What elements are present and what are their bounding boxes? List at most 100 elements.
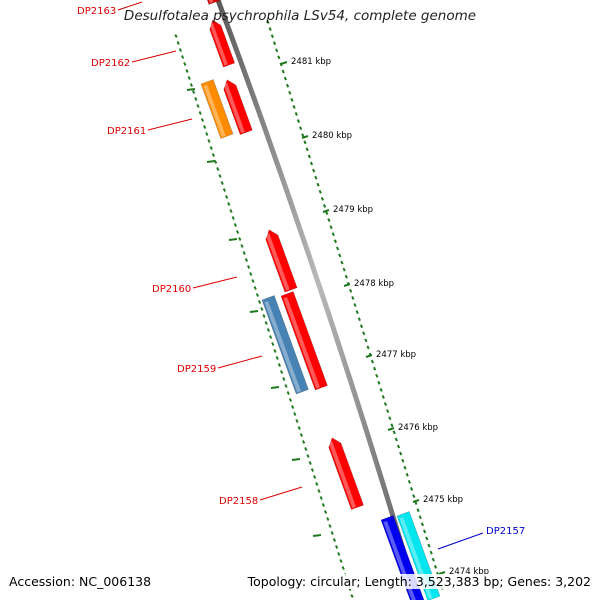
tick-mark-outer [388, 416, 392, 421]
gene-feature[interactable] [263, 228, 298, 293]
tick-mark-outer [312, 168, 316, 173]
tick-mark-inner [200, 118, 205, 122]
scale-label: 2479 kbp [333, 205, 373, 215]
tick-mark-outer [344, 274, 348, 279]
tick-mark-inner [189, 83, 194, 87]
gene-highlight [265, 232, 290, 291]
tick-mark-inner [286, 391, 290, 395]
gene-label[interactable]: DP2159 [177, 364, 216, 375]
gene-feature[interactable] [207, 18, 236, 68]
tick-mark-outer [296, 119, 301, 123]
tick-mark-outer [383, 402, 388, 406]
major-tick-outer [322, 209, 330, 213]
gene-feature[interactable] [326, 436, 364, 510]
gene-body[interactable] [280, 291, 328, 391]
tick-mark-outer [290, 97, 294, 102]
tick-mark-inner [216, 167, 220, 171]
tick-mark-inner [207, 139, 211, 143]
major-tick-outer [387, 427, 395, 431]
tick-mark-inner [255, 293, 260, 297]
gene-label[interactable]: DP2163 [77, 6, 116, 17]
major-tick-outer [301, 135, 309, 139]
gene-feature[interactable] [200, 0, 221, 5]
gene-feature[interactable] [261, 295, 309, 395]
tick-mark-inner [253, 286, 257, 290]
tick-mark-inner [330, 531, 334, 535]
tick-mark-outer [355, 310, 359, 314]
tick-mark-inner [229, 209, 233, 213]
gene-label[interactable]: DP2157 [486, 526, 525, 537]
tick-mark-outer [401, 458, 405, 463]
tick-mark-inner [264, 321, 268, 325]
gene-label[interactable]: DP2162 [91, 58, 130, 69]
tick-mark-inner [317, 489, 321, 493]
gene-body[interactable] [200, 79, 234, 139]
label-leader-line [131, 50, 177, 63]
tick-mark-inner [202, 125, 207, 129]
tick-mark-outer [392, 430, 396, 435]
tick-mark-outer [394, 437, 398, 442]
tick-mark-outer [362, 331, 366, 336]
tick-mark-outer [322, 204, 327, 208]
scale-label-group: 2481 kbp 2480 kbp 2479 kbp 2478 kbp 2477 kbp… [186, 57, 489, 577]
tick-mark-inner [194, 97, 198, 101]
tick-mark-inner [231, 216, 235, 220]
gene-feature[interactable] [200, 79, 234, 139]
major-tick-outer [412, 499, 420, 503]
tick-mark-outer [272, 41, 277, 46]
tick-mark-outer [372, 366, 377, 371]
tick-mark-inner [211, 153, 216, 157]
tick-mark-inner [323, 510, 328, 514]
gene-highlight [264, 300, 301, 393]
major-tick-inner [228, 238, 238, 241]
tick-mark-inner [332, 538, 337, 542]
tick-mark-inner [178, 48, 183, 52]
tick-mark-outer [333, 239, 338, 244]
tick-mark-inner [196, 104, 200, 108]
gene-label-group: DP2163 DP2162 DP2161 DP2160 DP2159 DP2158 DP21… [77, 6, 525, 537]
major-tick-outer [280, 61, 288, 65]
tick-mark-inner [227, 202, 231, 206]
tick-mark-outer [349, 288, 353, 293]
tick-mark-outer [370, 359, 375, 364]
tick-mark-outer [327, 218, 331, 223]
gene-label[interactable]: DP2161 [107, 126, 146, 137]
tick-mark-inner [257, 300, 262, 304]
label-leader-line [217, 355, 263, 369]
tick-mark-outer [390, 423, 394, 428]
tick-mark-outer [381, 395, 385, 399]
tick-mark-outer [364, 338, 368, 343]
gene-body[interactable] [261, 295, 309, 395]
tick-mark-outer [338, 253, 342, 258]
tick-mark-inner [319, 496, 323, 500]
gene-body[interactable] [263, 228, 298, 293]
tick-mark-inner [180, 55, 185, 59]
tick-mark-outer [275, 48, 279, 53]
tick-mark-inner [260, 307, 264, 311]
tick-mark-outer [292, 104, 296, 109]
tick-mark-inner [242, 251, 246, 255]
gene-feature[interactable] [221, 78, 253, 136]
tick-mark-inner [301, 440, 306, 444]
tick-mark-outer [427, 543, 431, 548]
label-leader-line [259, 486, 303, 501]
gene-body[interactable] [200, 0, 221, 5]
gene-body[interactable] [221, 78, 253, 136]
tick-mark-outer [301, 133, 305, 138]
tick-mark-inner [176, 41, 180, 45]
gene-label[interactable]: DP2160 [152, 284, 191, 295]
tick-mark-inner [337, 552, 341, 556]
gene-body[interactable] [326, 436, 364, 510]
gene-label[interactable]: DP2158 [219, 496, 258, 507]
tick-mark-outer [431, 557, 435, 562]
tick-mark-outer [405, 472, 409, 477]
major-tick-inner [249, 310, 259, 313]
tick-mark-inner [295, 419, 299, 423]
scale-label: 2475 kbp [423, 495, 463, 505]
tick-mark-outer [429, 550, 433, 555]
gene-feature[interactable] [280, 291, 328, 391]
tick-mark-outer [299, 126, 303, 131]
gene-body[interactable] [207, 18, 236, 68]
tick-mark-inner [235, 230, 240, 234]
